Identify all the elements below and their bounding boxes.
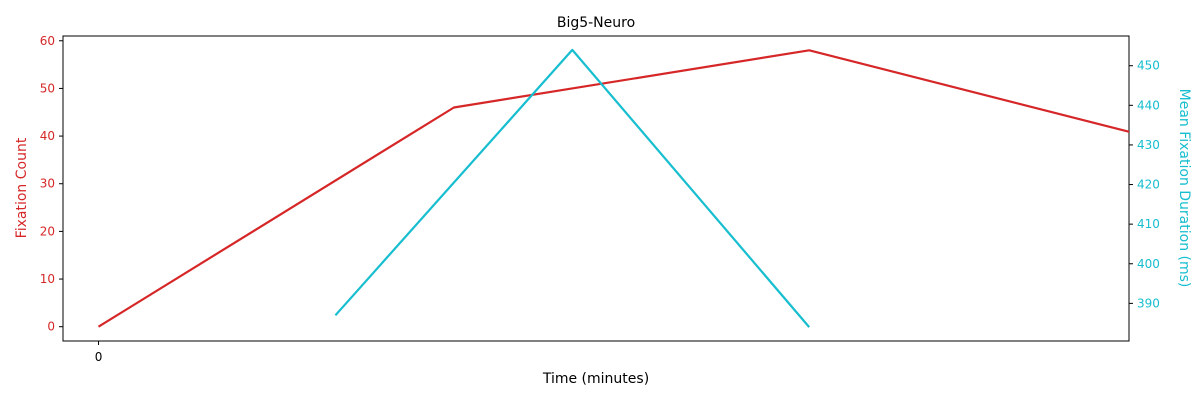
right-tick-label: 450: [1137, 59, 1160, 73]
left-axis-ticks: 0 10 20 30 40 50 60: [40, 34, 63, 334]
left-tick-label: 30: [40, 177, 55, 191]
x-axis-title: Time (minutes): [542, 371, 649, 387]
series-line-right: [334, 48, 811, 328]
right-axis-title: Mean Fixation Duration (ms): [1176, 89, 1192, 288]
series-line-left: [97, 49, 1129, 328]
left-tick-label: 10: [40, 272, 55, 286]
right-tick-label: 440: [1137, 98, 1160, 112]
right-tick-label: 400: [1137, 257, 1160, 271]
left-tick-label: 0: [47, 320, 55, 334]
plot-border: [62, 35, 1130, 342]
right-tick-label: 410: [1137, 217, 1160, 231]
left-tick-label: 40: [40, 129, 55, 143]
right-tick-label: 430: [1137, 138, 1160, 152]
left-tick-label: 60: [40, 34, 55, 48]
left-tick-label: 50: [40, 81, 55, 95]
x-axis-ticks: 0: [95, 341, 103, 364]
right-tick-label: 390: [1137, 296, 1160, 310]
chart-title: Big5-Neuro: [557, 15, 635, 31]
plot-frame: [62, 35, 1130, 342]
series-layer: [97, 48, 1129, 328]
left-axis-title: Fixation Count: [14, 137, 30, 238]
right-tick-label: 420: [1137, 178, 1160, 192]
left-tick-label: 20: [40, 224, 55, 238]
x-tick-label: 0: [95, 350, 103, 364]
right-axis-ticks: 390 400 410 420 430 440 450: [1129, 59, 1160, 310]
